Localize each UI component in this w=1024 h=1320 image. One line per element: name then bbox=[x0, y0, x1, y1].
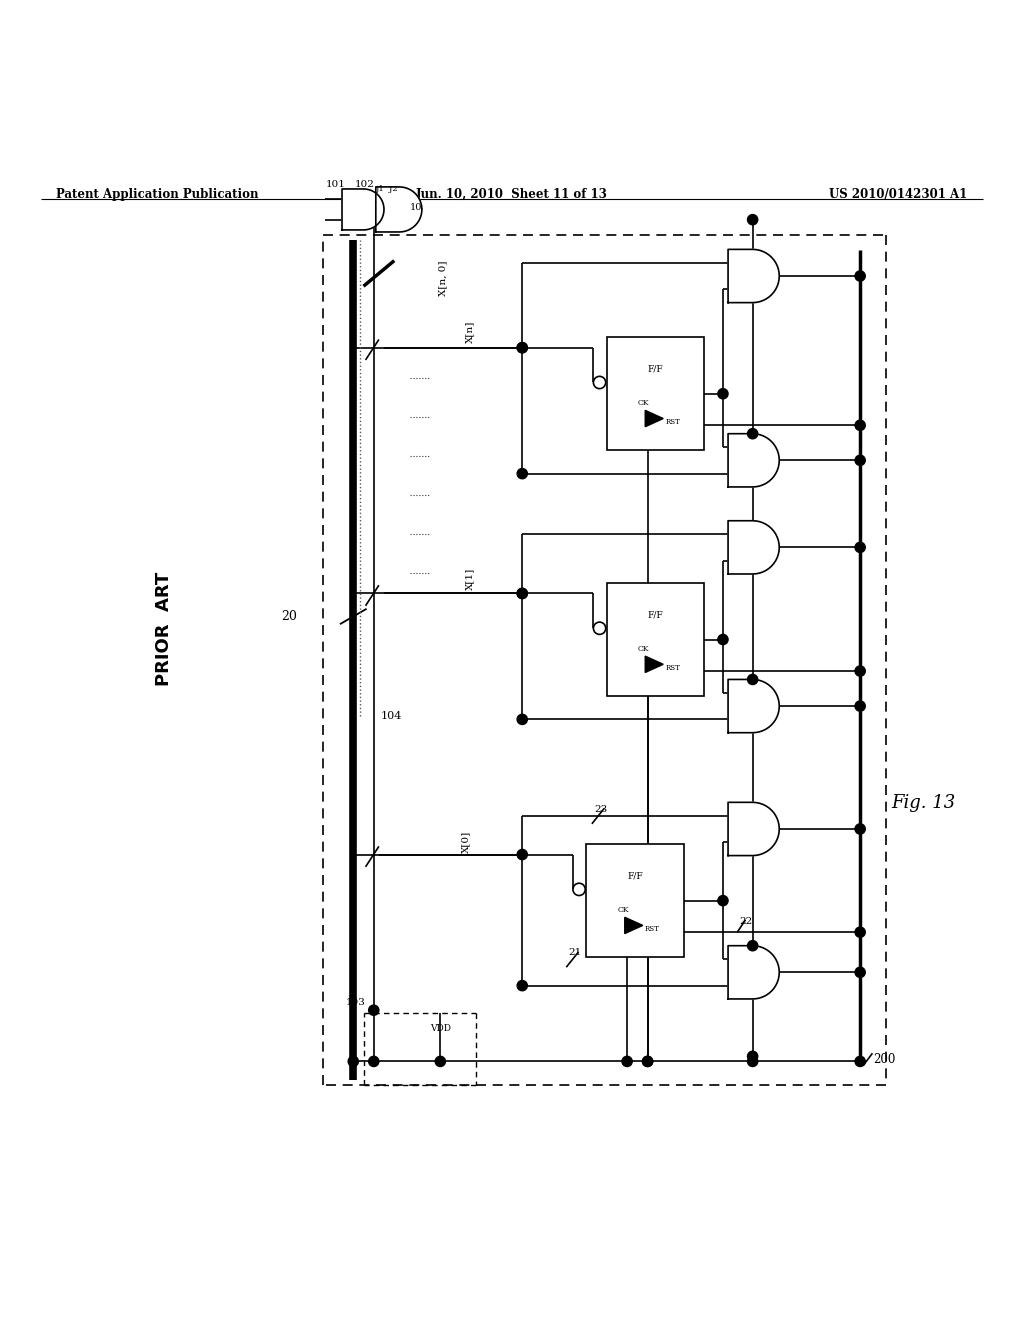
Text: 10: 10 bbox=[410, 203, 422, 213]
Text: US 2010/0142301 A1: US 2010/0142301 A1 bbox=[829, 187, 968, 201]
Text: X[n]: X[n] bbox=[466, 321, 474, 343]
Polygon shape bbox=[728, 520, 779, 574]
Text: 102: 102 bbox=[354, 180, 375, 189]
Bar bbox=[606, 338, 705, 450]
Polygon shape bbox=[645, 411, 664, 426]
Polygon shape bbox=[728, 803, 779, 855]
Bar bbox=[586, 845, 684, 957]
Circle shape bbox=[855, 420, 865, 430]
Text: 20: 20 bbox=[281, 610, 297, 623]
Circle shape bbox=[855, 543, 865, 553]
Text: RST: RST bbox=[666, 664, 680, 672]
Polygon shape bbox=[342, 189, 384, 230]
Circle shape bbox=[855, 1056, 865, 1067]
Circle shape bbox=[718, 388, 728, 399]
Circle shape bbox=[748, 941, 758, 950]
Circle shape bbox=[348, 1056, 358, 1067]
Circle shape bbox=[369, 1056, 379, 1067]
Circle shape bbox=[517, 343, 527, 352]
Circle shape bbox=[855, 927, 865, 937]
Text: X[1]: X[1] bbox=[466, 568, 474, 590]
Text: RST: RST bbox=[645, 925, 659, 933]
Text: X[0]: X[0] bbox=[462, 830, 470, 853]
Text: Fig. 13: Fig. 13 bbox=[891, 795, 955, 812]
Text: X[n, 0]: X[n, 0] bbox=[438, 261, 446, 297]
Circle shape bbox=[855, 824, 865, 834]
Text: 200: 200 bbox=[873, 1053, 896, 1065]
Text: F/F: F/F bbox=[647, 610, 664, 619]
Circle shape bbox=[369, 1005, 379, 1015]
Polygon shape bbox=[728, 249, 779, 302]
Polygon shape bbox=[728, 945, 779, 999]
Circle shape bbox=[748, 215, 758, 224]
Text: 103: 103 bbox=[346, 998, 366, 1007]
Polygon shape bbox=[625, 917, 643, 933]
Circle shape bbox=[642, 1056, 652, 1067]
Text: F/F: F/F bbox=[627, 871, 643, 880]
Circle shape bbox=[855, 455, 865, 466]
Text: 104: 104 bbox=[381, 711, 402, 721]
Text: CK: CK bbox=[617, 906, 629, 913]
Circle shape bbox=[517, 343, 527, 352]
Text: Jun. 10, 2010  Sheet 11 of 13: Jun. 10, 2010 Sheet 11 of 13 bbox=[416, 187, 608, 201]
Polygon shape bbox=[728, 680, 779, 733]
Circle shape bbox=[517, 589, 527, 598]
Polygon shape bbox=[728, 434, 779, 487]
Circle shape bbox=[517, 850, 527, 859]
Circle shape bbox=[517, 469, 527, 479]
Circle shape bbox=[622, 1056, 632, 1067]
Circle shape bbox=[855, 968, 865, 977]
Text: 22: 22 bbox=[739, 917, 753, 927]
Text: RST: RST bbox=[666, 418, 680, 426]
Circle shape bbox=[517, 981, 527, 991]
Text: 23: 23 bbox=[594, 805, 607, 813]
Text: F/F: F/F bbox=[647, 364, 664, 374]
Polygon shape bbox=[645, 656, 664, 672]
Circle shape bbox=[748, 675, 758, 685]
Circle shape bbox=[718, 635, 728, 644]
Text: PRIOR  ART: PRIOR ART bbox=[155, 572, 173, 686]
Bar bbox=[606, 583, 705, 696]
Text: CK: CK bbox=[638, 644, 649, 652]
Text: VDD: VDD bbox=[430, 1023, 451, 1032]
Polygon shape bbox=[376, 187, 422, 232]
Circle shape bbox=[748, 1051, 758, 1061]
Circle shape bbox=[517, 589, 527, 598]
Text: CK: CK bbox=[638, 399, 649, 407]
Circle shape bbox=[855, 271, 865, 281]
Text: 101: 101 bbox=[326, 180, 346, 189]
Circle shape bbox=[748, 429, 758, 438]
Text: 21: 21 bbox=[568, 948, 582, 957]
Circle shape bbox=[748, 1056, 758, 1067]
Circle shape bbox=[517, 714, 527, 725]
Circle shape bbox=[855, 701, 865, 711]
Circle shape bbox=[855, 665, 865, 676]
Circle shape bbox=[642, 1056, 652, 1067]
Text: J1  J2: J1 J2 bbox=[376, 185, 398, 193]
Circle shape bbox=[718, 895, 728, 906]
Text: Patent Application Publication: Patent Application Publication bbox=[56, 187, 259, 201]
Circle shape bbox=[435, 1056, 445, 1067]
